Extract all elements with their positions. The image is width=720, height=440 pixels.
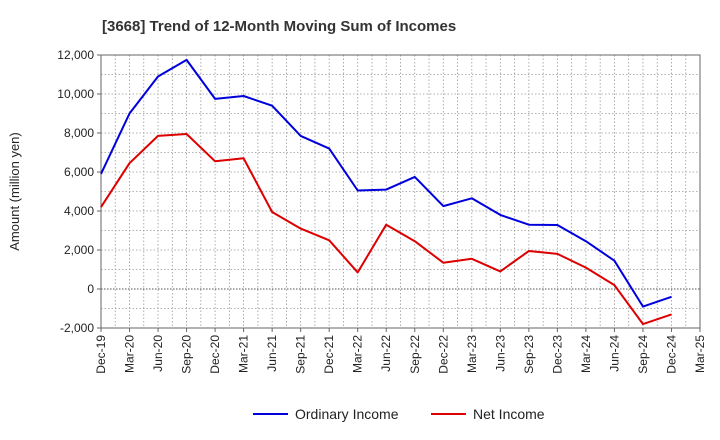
y-tick-label: -2,000 (60, 321, 94, 335)
plot-frame (100, 54, 701, 329)
grid (101, 55, 700, 328)
x-axis-ticks: Dec-19 Mar-20 Jun-20 Sep-20 Dec-20 Mar-21 Jun-… (94, 328, 707, 374)
x-tick-label: Sep-23 (522, 335, 536, 374)
series-line-ordinary-income (100, 58, 672, 308)
x-tick-label: Mar-20 (123, 335, 137, 373)
x-tick-label: Jun-23 (493, 335, 507, 372)
chart-title: [3668] Trend of 12-Month Moving Sum of I… (102, 18, 456, 35)
legend-label-ordinary-income: Ordinary Income (295, 406, 399, 422)
x-tick-label: Dec-24 (664, 335, 678, 374)
x-tick-label: Mar-23 (465, 335, 479, 373)
x-tick-label: Sep-21 (294, 335, 308, 374)
series-line-net-income (100, 133, 672, 326)
x-tick-label: Mar-25 (693, 335, 707, 373)
y-tick-label: 10,000 (57, 87, 94, 101)
y-tick-label: 2,000 (64, 243, 94, 257)
x-tick-label: Mar-24 (579, 335, 593, 373)
x-tick-label: Jun-22 (379, 335, 393, 372)
legend-label-net-income: Net Income (473, 406, 545, 422)
x-tick-label: Sep-20 (180, 335, 194, 374)
x-tick-label: Jun-21 (265, 335, 279, 372)
plot-area-border (100, 54, 701, 329)
x-tick-label: Sep-24 (636, 335, 650, 374)
y-axis-label: Amount (million yen) (7, 132, 22, 251)
x-tick-label: Dec-21 (322, 335, 336, 374)
x-tick-label: Dec-20 (208, 335, 222, 374)
x-tick-label: Dec-23 (550, 335, 564, 374)
y-tick-label: 8,000 (64, 126, 94, 140)
x-tick-label: Mar-21 (237, 335, 251, 373)
y-tick-label: 4,000 (64, 204, 94, 218)
y-tick-label: 0 (87, 282, 94, 296)
legend: Ordinary Income Net Income (253, 406, 545, 422)
x-tick-label: Jun-24 (607, 335, 621, 372)
y-axis-ticks: -2,000 0 2,000 4,000 6,000 8,000 10,000 12,000 (57, 48, 101, 335)
y-tick-label: 12,000 (57, 48, 94, 62)
x-tick-label: Jun-20 (151, 335, 165, 372)
series-layer (100, 58, 672, 326)
x-tick-label: Sep-22 (408, 335, 422, 374)
x-tick-label: Dec-19 (94, 335, 108, 374)
x-tick-label: Dec-22 (436, 335, 450, 374)
y-tick-label: 6,000 (64, 165, 94, 179)
x-tick-label: Mar-22 (351, 335, 365, 373)
